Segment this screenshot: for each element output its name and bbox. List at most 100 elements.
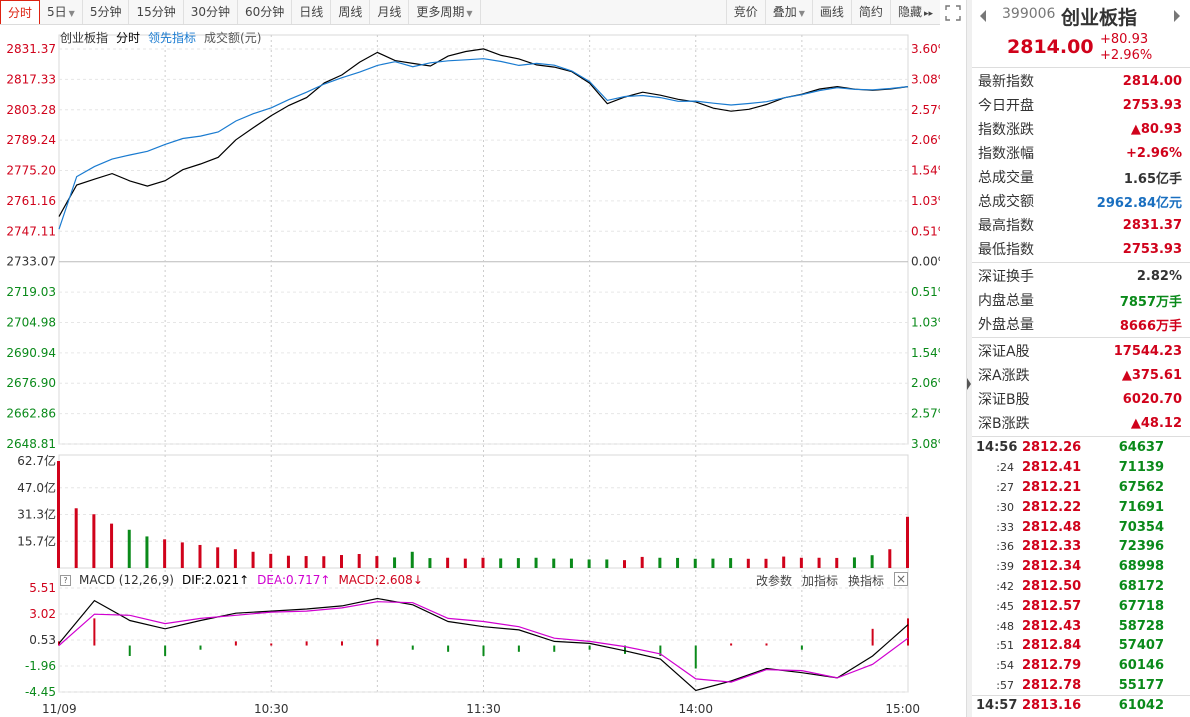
volume-bar bbox=[587, 559, 591, 568]
change-pct: +2.96% bbox=[1100, 48, 1153, 63]
volume-tick-label: 15.7亿 bbox=[17, 533, 56, 548]
quote-value: 17544.23 bbox=[1113, 343, 1182, 359]
tick-price: 2812.50 bbox=[1022, 578, 1082, 594]
toolbar-action-4[interactable]: 隐藏 ▸▸ bbox=[889, 0, 940, 24]
legend-lead-indicator[interactable]: 领先指标 bbox=[148, 31, 197, 45]
tab-period-9[interactable]: 更多周期 ▼ bbox=[409, 0, 481, 24]
tick-volume: 55177 bbox=[1118, 677, 1164, 693]
quote-value: ▲48.12 bbox=[1130, 415, 1182, 431]
volume-bar bbox=[393, 557, 397, 568]
tick-row: 14:56 2812.26 64637 bbox=[972, 438, 1190, 458]
tab-period-5[interactable]: 60分钟 bbox=[238, 0, 293, 24]
tick-time: :57 bbox=[996, 678, 1014, 692]
quote-value: ▲80.93 bbox=[1130, 121, 1182, 137]
time-sales-list[interactable]: 14:56 2812.26 64637:24 2812.41 71139:27 2812.… bbox=[972, 437, 1190, 715]
macd-tick-label: 5.51 bbox=[29, 581, 56, 595]
toolbar-action-1[interactable]: 叠加 ▼ bbox=[764, 0, 812, 24]
quote-value: 8666万手 bbox=[1119, 318, 1182, 334]
quote-row: 最低指数 2753.93 bbox=[972, 237, 1190, 261]
fullscreen-icon[interactable] bbox=[942, 2, 964, 24]
chart-canvas[interactable]: 2831.37 3.60% 2817.33 3.08% 2803.28 2.57% 2789… bbox=[0, 25, 940, 717]
volume-bar bbox=[110, 523, 114, 568]
tab-period-7[interactable]: 周线 bbox=[331, 0, 371, 24]
volume-bar bbox=[92, 514, 96, 568]
pct-tick-label: 3.60% bbox=[911, 42, 940, 56]
pct-tick-label: 2.06% bbox=[911, 133, 940, 147]
pct-tick-label: 0.00% bbox=[911, 255, 940, 269]
pct-tick-label: 0.51% bbox=[911, 224, 940, 238]
quote-row: 指数涨幅 +2.96% bbox=[972, 141, 1190, 165]
macd-tick-label: -1.96 bbox=[25, 659, 56, 673]
toolbar-action-3[interactable]: 简约 bbox=[850, 0, 890, 24]
toolbar-action-0[interactable]: 竞价 bbox=[725, 0, 765, 24]
prev-arrow-icon[interactable] bbox=[978, 8, 988, 24]
tick-price: 2812.21 bbox=[1022, 479, 1082, 495]
time-tick-label: 14:00 bbox=[678, 702, 713, 716]
tick-time: :51 bbox=[996, 639, 1014, 653]
quote-label: 内盘总量 bbox=[978, 293, 1034, 309]
tab-period-1[interactable]: 5日 ▼ bbox=[40, 0, 83, 24]
quote-label: 外盘总量 bbox=[978, 317, 1034, 333]
quote-row: 指数涨跌 ▲80.93 bbox=[972, 117, 1190, 141]
tick-row: :30 2812.22 71691 bbox=[972, 497, 1190, 517]
price-tick-label: 2761.16 bbox=[6, 194, 56, 208]
quote-value: 2814.00 bbox=[1122, 73, 1182, 89]
tick-time: :42 bbox=[996, 579, 1014, 593]
volume-bar bbox=[216, 547, 220, 568]
tab-period-3[interactable]: 15分钟 bbox=[129, 0, 184, 24]
tab-period-0[interactable]: 分时 bbox=[0, 0, 41, 24]
price-tick-label: 2747.11 bbox=[6, 224, 56, 238]
quote-value: 2753.93 bbox=[1122, 97, 1182, 113]
quote-row: 最新指数 2814.00 bbox=[972, 69, 1190, 93]
toolbar-action-2[interactable]: 画线 bbox=[811, 0, 851, 24]
quote-row: 内盘总量 7857万手 bbox=[972, 288, 1190, 312]
price-tick-label: 2817.33 bbox=[6, 72, 56, 86]
pct-tick-label: 1.54% bbox=[911, 164, 940, 178]
legend-index-name: 创业板指 bbox=[60, 31, 109, 45]
tab-period-4[interactable]: 30分钟 bbox=[184, 0, 239, 24]
tick-time: :39 bbox=[996, 560, 1014, 574]
next-arrow-icon[interactable] bbox=[1172, 8, 1182, 24]
quote-label: 指数涨跌 bbox=[978, 122, 1034, 138]
close-icon[interactable]: × bbox=[894, 571, 908, 586]
tick-price: 2812.78 bbox=[1022, 677, 1082, 693]
quote-row: 深证B股 6020.70 bbox=[972, 387, 1190, 411]
quote-header: 399006 创业板指 2814.00 +80.93 +2.96% bbox=[972, 0, 1190, 68]
pct-tick-label: 2.06% bbox=[911, 376, 940, 390]
tick-price: 2812.43 bbox=[1022, 618, 1082, 634]
edit-params-button[interactable]: 改参数 bbox=[755, 573, 792, 588]
tick-volume: 57407 bbox=[1118, 638, 1164, 654]
price-change: +80.93 +2.96% bbox=[1100, 32, 1152, 64]
macd-title[interactable]: MACD (12,26,9) bbox=[79, 573, 174, 587]
volume-bar bbox=[357, 554, 361, 568]
quote-label: 深B涨跌 bbox=[978, 416, 1030, 432]
volume-bar bbox=[233, 549, 237, 568]
quote-label: 指数涨幅 bbox=[978, 146, 1034, 162]
tick-price: 2812.84 bbox=[1022, 638, 1082, 654]
time-tick-label: 10:30 bbox=[254, 702, 289, 716]
macd-dea-value: DEA:0.717↑ bbox=[257, 573, 331, 587]
tab-period-6[interactable]: 日线 bbox=[292, 0, 332, 24]
macd-dif-value: DIF:2.021↑ bbox=[181, 573, 250, 587]
tick-row: :45 2812.57 67718 bbox=[972, 596, 1190, 616]
quote-label: 今日开盘 bbox=[978, 98, 1034, 114]
quote-group: 最新指数 2814.00 今日开盘 2753.93 指数涨跌 ▲80.93 指数涨幅 +2.9… bbox=[972, 68, 1190, 263]
quote-label: 最新指数 bbox=[978, 74, 1034, 90]
panel-divider[interactable] bbox=[966, 0, 972, 717]
collapse-arrow-icon[interactable] bbox=[966, 372, 972, 396]
quote-label: 深证B股 bbox=[978, 392, 1030, 408]
volume-bar bbox=[481, 557, 485, 568]
tab-period-2[interactable]: 5分钟 bbox=[83, 0, 130, 24]
quote-label: 深A涨跌 bbox=[978, 368, 1030, 384]
tick-price: 2812.79 bbox=[1022, 658, 1082, 674]
tab-period-8[interactable]: 月线 bbox=[370, 0, 410, 24]
tick-volume: 68998 bbox=[1118, 559, 1164, 575]
volume-bar bbox=[57, 461, 60, 568]
quote-table: 最新指数 2814.00 今日开盘 2753.93 指数涨跌 ▲80.93 指数涨幅 +2.9… bbox=[972, 68, 1190, 437]
volume-bar bbox=[799, 557, 803, 568]
switch-indicator-button[interactable]: 换指标 bbox=[847, 573, 884, 588]
macd-menu-icon[interactable]: ? bbox=[60, 574, 71, 586]
add-indicator-button[interactable]: 加指标 bbox=[801, 573, 838, 588]
quote-label: 总成交量 bbox=[978, 170, 1034, 186]
tick-time: :24 bbox=[996, 461, 1014, 475]
